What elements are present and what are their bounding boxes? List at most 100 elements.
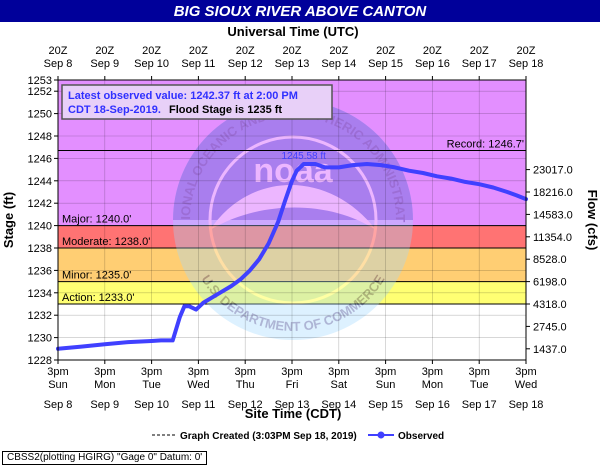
right-tick-label: 18216.0 (533, 187, 573, 199)
band-major-label: Major: 1240.0' (62, 214, 131, 226)
bottom-tick-day: Fri (286, 379, 299, 391)
left-tick-label: 1252 (28, 86, 52, 98)
band-minor (58, 248, 526, 282)
left-axis-ticks: 1228 1230 1232 1234 1236 1238 1240 1242 1244 1246… (28, 75, 58, 367)
top-tick-date: Sep 17 (462, 58, 497, 70)
top-tick-hour: 20Z (236, 45, 255, 57)
bottom-tick-date: Sep 13 (275, 399, 310, 411)
left-tick-label: 1236 (28, 265, 52, 277)
top-tick-hour: 20Z (283, 45, 302, 57)
top-tick-hour: 20Z (95, 45, 114, 57)
band-labels: Action: 1233.0' Minor: 1235.0' Moderate: 1… (62, 214, 150, 304)
noaa-bird-icon (210, 185, 376, 230)
bottom-tick-date: Sep 16 (415, 399, 450, 411)
info-box: Latest observed value: 1242.37 ft at 2:0… (61, 84, 333, 120)
info-box-line2-suffix: Flood Stage is 1235 ft (169, 104, 282, 116)
noaa-center-text: noaa (253, 152, 333, 190)
top-tick-hour: 20Z (329, 45, 348, 57)
top-tick-date: Sep 16 (415, 58, 450, 70)
bottom-tick-time: 3pm (188, 366, 209, 378)
left-axis-title: Stage (ft) (1, 192, 16, 248)
band-moderate (58, 225, 526, 248)
info-box-line2: CDT 18-Sep-2019. Flood Stage is 1235 ft (68, 104, 282, 116)
bottom-axis-title: Site Time (CDT) (245, 406, 342, 421)
observed-series-line (56, 162, 528, 351)
chart-title: BIG SIOUX RIVER ABOVE CANTON (173, 3, 427, 20)
bottom-tick-date: Sep 8 (44, 399, 73, 411)
info-box-line2-prefix: CDT 18-Sep-2019. (68, 104, 161, 116)
bottom-tick-day: Sun (376, 379, 396, 391)
top-tick-hour: 20Z (423, 45, 442, 57)
bottom-tick-time: 3pm (515, 366, 536, 378)
top-tick-date: Sep 12 (228, 58, 263, 70)
top-tick-hour: 20Z (49, 45, 68, 57)
bottom-tick-day: Sun (48, 379, 68, 391)
top-tick-hour: 20Z (376, 45, 395, 57)
bottom-tick-date: Sep 10 (134, 399, 169, 411)
bottom-tick-day: Wed (515, 379, 537, 391)
band-moderate-label: Moderate: 1238.0' (62, 236, 150, 248)
top-axis-title: Universal Time (UTC) (227, 24, 358, 39)
band-action-label: Action: 1233.0' (62, 292, 134, 304)
right-tick-label: 4318.0 (533, 299, 567, 311)
left-tick-label: 1234 (28, 288, 52, 300)
top-tick-hour: 20Z (142, 45, 161, 57)
legend-observed-label: Observed (398, 431, 444, 442)
left-tick-label: 1228 (28, 355, 52, 367)
bottom-tick-date: Sep 9 (90, 399, 119, 411)
left-tick-label: 1244 (28, 176, 52, 188)
top-tick-date: Sep 14 (321, 58, 356, 70)
title-bar: BIG SIOUX RIVER ABOVE CANTON (0, 0, 600, 22)
right-tick-label: 23017.0 (533, 165, 573, 177)
top-tick-hour: 20Z (517, 45, 536, 57)
left-tick-label: 1240 (28, 221, 52, 233)
bottom-tick-time: 3pm (47, 366, 68, 378)
bottom-tick-day: Mon (94, 379, 115, 391)
top-tick-hour: 20Z (189, 45, 208, 57)
left-tick-label: 1246 (28, 153, 52, 165)
bottom-tick-day: Tue (142, 379, 161, 391)
bottom-tick-day: Mon (422, 379, 443, 391)
bottom-tick-time: 3pm (234, 366, 255, 378)
right-tick-label: 8528.0 (533, 254, 567, 266)
bottom-tick-time: 3pm (328, 366, 349, 378)
left-tick-label: 1232 (28, 310, 52, 322)
info-box-line1: Latest observed value: 1242.37 ft at 2:0… (68, 90, 298, 102)
noaa-seal-top-icon (173, 100, 413, 220)
top-tick-date: Sep 18 (509, 58, 544, 70)
bottom-tick-day: Sat (331, 379, 348, 391)
bottom-tick-day: Wed (187, 379, 209, 391)
bottom-tick-day: Tue (470, 379, 489, 391)
bottom-tick-day: Thu (236, 379, 255, 391)
right-tick-label: 2745.0 (533, 321, 567, 333)
info-box-frame (61, 84, 333, 120)
bottom-tick-date: Sep 17 (462, 399, 497, 411)
bottom-tick-time: 3pm (422, 366, 443, 378)
bottom-tick-time: 3pm (141, 366, 162, 378)
top-tick-date: Sep 13 (275, 58, 310, 70)
top-tick-date: Sep 9 (90, 58, 119, 70)
top-tick-date: Sep 8 (44, 58, 73, 70)
bottom-tick-time: 3pm (375, 366, 396, 378)
flood-bands (58, 80, 526, 305)
right-tick-label: 6198.0 (533, 277, 567, 289)
bottom-tick-date: Sep 12 (228, 399, 263, 411)
left-tick-label: 1230 (28, 333, 52, 345)
top-tick-date: Sep 15 (368, 58, 403, 70)
right-axis-ticks: 1437.0 2745.0 4318.0 6198.0 8528.0 11354.0 145… (526, 165, 573, 356)
right-axis-title: Flow (cfs) (585, 190, 600, 251)
right-tick-label: 1437.0 (533, 344, 567, 356)
band-minor-label: Minor: 1235.0' (62, 270, 131, 282)
left-tick-label: 1253 (28, 75, 52, 87)
left-tick-label: 1248 (28, 131, 52, 143)
noaa-inner-ring (208, 135, 378, 305)
bottom-tick-time: 3pm (94, 366, 115, 378)
record-label: Record: 1246.7' (447, 139, 524, 151)
left-tick-label: 1242 (28, 198, 52, 210)
top-tick-hour: 20Z (470, 45, 489, 57)
noaa-seal-icon (173, 100, 413, 340)
bottom-tick-date: Sep 14 (321, 399, 356, 411)
